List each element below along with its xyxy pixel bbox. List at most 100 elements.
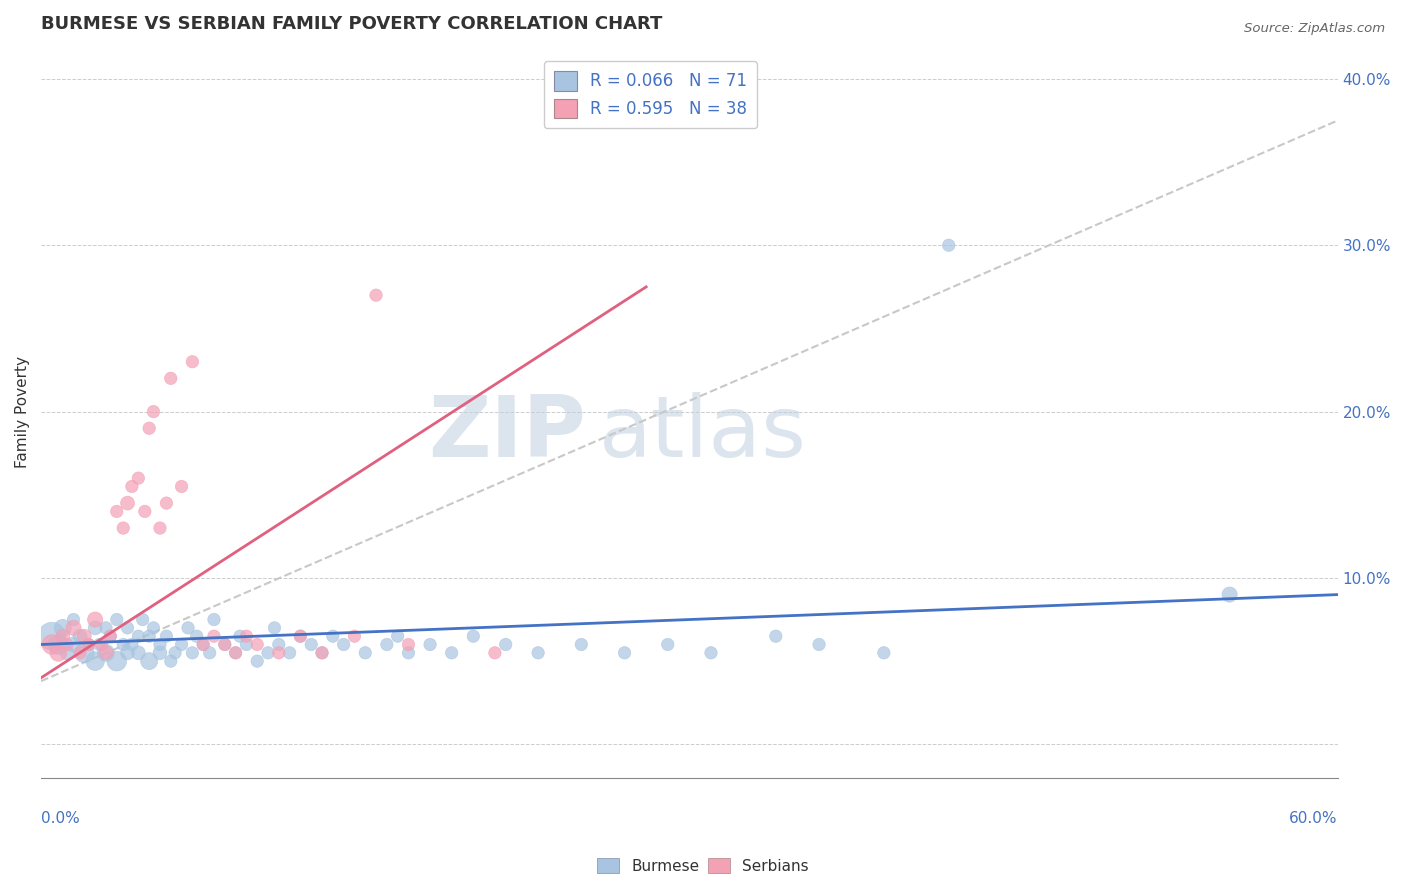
Point: [322, 629, 344, 643]
Point: [311, 646, 333, 660]
Point: [94, 646, 117, 660]
Point: [263, 621, 285, 635]
Point: [299, 638, 322, 652]
Point: [657, 638, 679, 652]
Point: [121, 638, 143, 652]
Point: [170, 638, 193, 652]
Point: [343, 629, 366, 643]
Point: [235, 629, 257, 643]
Point: [364, 288, 387, 302]
Point: [938, 238, 960, 252]
Point: [193, 638, 215, 652]
Point: [56, 638, 79, 652]
Point: [569, 638, 592, 652]
Point: [138, 654, 160, 668]
Text: BURMESE VS SERBIAN FAMILY POVERTY CORRELATION CHART: BURMESE VS SERBIAN FAMILY POVERTY CORREL…: [41, 15, 662, 33]
Point: [142, 621, 165, 635]
Point: [98, 629, 121, 643]
Point: [214, 638, 236, 652]
Point: [149, 521, 172, 535]
Point: [131, 613, 153, 627]
Point: [177, 621, 200, 635]
Point: [278, 646, 301, 660]
Point: [186, 629, 208, 643]
Point: [73, 646, 96, 660]
Y-axis label: Family Poverty: Family Poverty: [15, 356, 30, 467]
Point: [398, 638, 420, 652]
Point: [495, 638, 517, 652]
Point: [84, 621, 107, 635]
Point: [354, 646, 377, 660]
Point: [463, 629, 485, 643]
Point: [202, 613, 225, 627]
Point: [56, 646, 79, 660]
Point: [181, 355, 204, 369]
Point: [290, 629, 312, 643]
Point: [41, 629, 63, 643]
Point: [127, 471, 149, 485]
Legend: R = 0.066   N = 71, R = 0.595   N = 38: R = 0.066 N = 71, R = 0.595 N = 38: [544, 62, 758, 128]
Point: [229, 629, 252, 643]
Point: [149, 646, 172, 660]
Point: [48, 638, 70, 652]
Point: [94, 646, 117, 660]
Point: [193, 638, 215, 652]
Point: [225, 646, 247, 660]
Legend: Burmese, Serbians: Burmese, Serbians: [592, 852, 814, 880]
Point: [127, 629, 149, 643]
Point: [89, 638, 111, 652]
Point: [112, 638, 135, 652]
Point: [159, 371, 181, 385]
Point: [112, 521, 135, 535]
Point: [181, 646, 204, 660]
Point: [62, 613, 84, 627]
Point: [311, 646, 333, 660]
Point: [170, 479, 193, 493]
Point: [165, 646, 187, 660]
Point: [98, 629, 121, 643]
Point: [48, 646, 70, 660]
Point: [90, 638, 112, 652]
Point: [198, 646, 221, 660]
Point: [62, 621, 84, 635]
Point: [127, 646, 149, 660]
Point: [155, 629, 177, 643]
Point: [105, 504, 128, 518]
Point: [134, 504, 156, 518]
Point: [700, 646, 723, 660]
Text: Source: ZipAtlas.com: Source: ZipAtlas.com: [1244, 22, 1385, 36]
Point: [267, 638, 290, 652]
Text: ZIP: ZIP: [427, 392, 586, 475]
Point: [246, 654, 269, 668]
Point: [484, 646, 506, 660]
Point: [138, 629, 160, 643]
Point: [290, 629, 312, 643]
Point: [149, 638, 172, 652]
Point: [235, 638, 257, 652]
Point: [84, 613, 107, 627]
Point: [84, 654, 107, 668]
Point: [105, 654, 128, 668]
Point: [52, 629, 75, 643]
Point: [117, 646, 139, 660]
Point: [214, 638, 236, 652]
Point: [121, 479, 143, 493]
Point: [142, 404, 165, 418]
Point: [69, 646, 91, 660]
Point: [94, 621, 117, 635]
Point: [52, 621, 75, 635]
Point: [202, 629, 225, 643]
Text: 60.0%: 60.0%: [1289, 811, 1337, 825]
Point: [77, 638, 100, 652]
Point: [398, 646, 420, 660]
Point: [387, 629, 409, 643]
Point: [257, 646, 280, 660]
Point: [808, 638, 831, 652]
Point: [138, 421, 160, 435]
Point: [375, 638, 398, 652]
Point: [69, 629, 91, 643]
Point: [1219, 588, 1241, 602]
Point: [527, 646, 550, 660]
Point: [105, 613, 128, 627]
Point: [62, 638, 84, 652]
